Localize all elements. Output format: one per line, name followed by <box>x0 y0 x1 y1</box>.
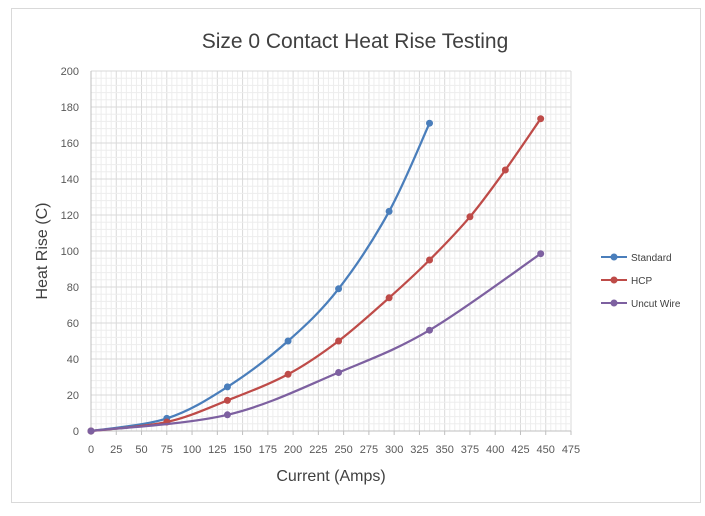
series-line-hcp <box>90 118 542 433</box>
x-tick-label: 375 <box>461 444 479 456</box>
y-tick-label: 80 <box>67 282 79 294</box>
grid-layer <box>90 70 572 435</box>
x-tick-label: 25 <box>110 444 122 456</box>
x-tick-label: 200 <box>284 444 302 456</box>
y-tick-label: 200 <box>61 66 79 78</box>
legend-label-hcp: HCP <box>631 276 652 287</box>
data-point-standard <box>385 207 393 215</box>
data-point-uncut-wire <box>335 369 343 376</box>
y-tick-label: 40 <box>67 354 79 366</box>
x-tick-label: 100 <box>183 444 201 456</box>
data-point-standard <box>426 119 434 127</box>
x-axis-title: Current (Amps) <box>276 468 385 485</box>
legend-item-hcp: HCP <box>601 276 652 287</box>
y-tick-label: 20 <box>67 390 79 402</box>
legend-marker-hcp <box>610 276 618 284</box>
data-point-hcp <box>223 396 231 404</box>
data-point-hcp <box>284 370 292 378</box>
legend-item-standard: Standard <box>601 253 672 264</box>
y-tick-label: 160 <box>61 138 79 150</box>
x-tick-label: 400 <box>486 444 504 456</box>
x-tick-label: 325 <box>410 444 428 456</box>
legend-item-uncut-wire: Uncut Wire <box>601 299 681 310</box>
data-point-hcp <box>385 294 393 302</box>
chart-title: Size 0 Contact Heat Rise Testing <box>202 30 509 53</box>
legend: Standard HCP Uncut Wire <box>601 253 681 310</box>
x-tick-label: 475 <box>562 444 580 456</box>
legend-marker-uncut-wire <box>610 299 618 307</box>
tick-labels: 0 25 50 75 100 125 150 175 200 225 250 275 300 325 350… <box>61 66 581 456</box>
data-point-uncut-wire <box>426 326 434 334</box>
series-layer <box>87 115 545 435</box>
x-tick-label: 250 <box>334 444 352 456</box>
y-tick-label: 100 <box>61 246 79 258</box>
x-tick-label: 225 <box>309 444 327 456</box>
y-tick-label: 120 <box>61 210 79 222</box>
x-tick-label: 425 <box>511 444 529 456</box>
data-point-uncut-wire <box>87 427 95 435</box>
y-tick-label: 60 <box>67 318 79 330</box>
y-tick-label: 140 <box>61 174 79 186</box>
data-point-hcp <box>466 213 474 221</box>
x-tick-label: 300 <box>385 444 403 456</box>
data-point-standard <box>335 285 343 293</box>
y-tick-label: 0 <box>73 426 79 438</box>
data-point-hcp <box>426 256 434 264</box>
data-point-hcp <box>335 337 343 345</box>
x-tick-label: 450 <box>537 444 555 456</box>
legend-marker-standard <box>610 253 618 261</box>
x-tick-label: 150 <box>233 444 251 456</box>
data-point-standard <box>223 383 231 391</box>
x-tick-label: 0 <box>88 444 94 456</box>
x-tick-label: 350 <box>436 444 454 456</box>
x-tick-label: 275 <box>360 444 378 456</box>
x-tick-label: 125 <box>208 444 226 456</box>
data-point-uncut-wire <box>537 250 545 258</box>
legend-label-uncut-wire: Uncut Wire <box>631 299 681 310</box>
legend-label-standard: Standard <box>631 253 672 264</box>
x-tick-label: 175 <box>259 444 277 456</box>
y-tick-label: 180 <box>61 102 79 114</box>
x-tick-label: 75 <box>161 444 173 456</box>
x-tick-label: 50 <box>135 444 147 456</box>
data-point-hcp <box>537 115 545 123</box>
y-axis-title: Heat Rise (C) <box>34 203 51 300</box>
data-point-standard <box>284 337 292 345</box>
series-uncut-wire <box>87 250 545 435</box>
data-point-hcp <box>501 166 509 174</box>
data-point-uncut-wire <box>223 411 231 419</box>
series-hcp <box>87 115 545 435</box>
